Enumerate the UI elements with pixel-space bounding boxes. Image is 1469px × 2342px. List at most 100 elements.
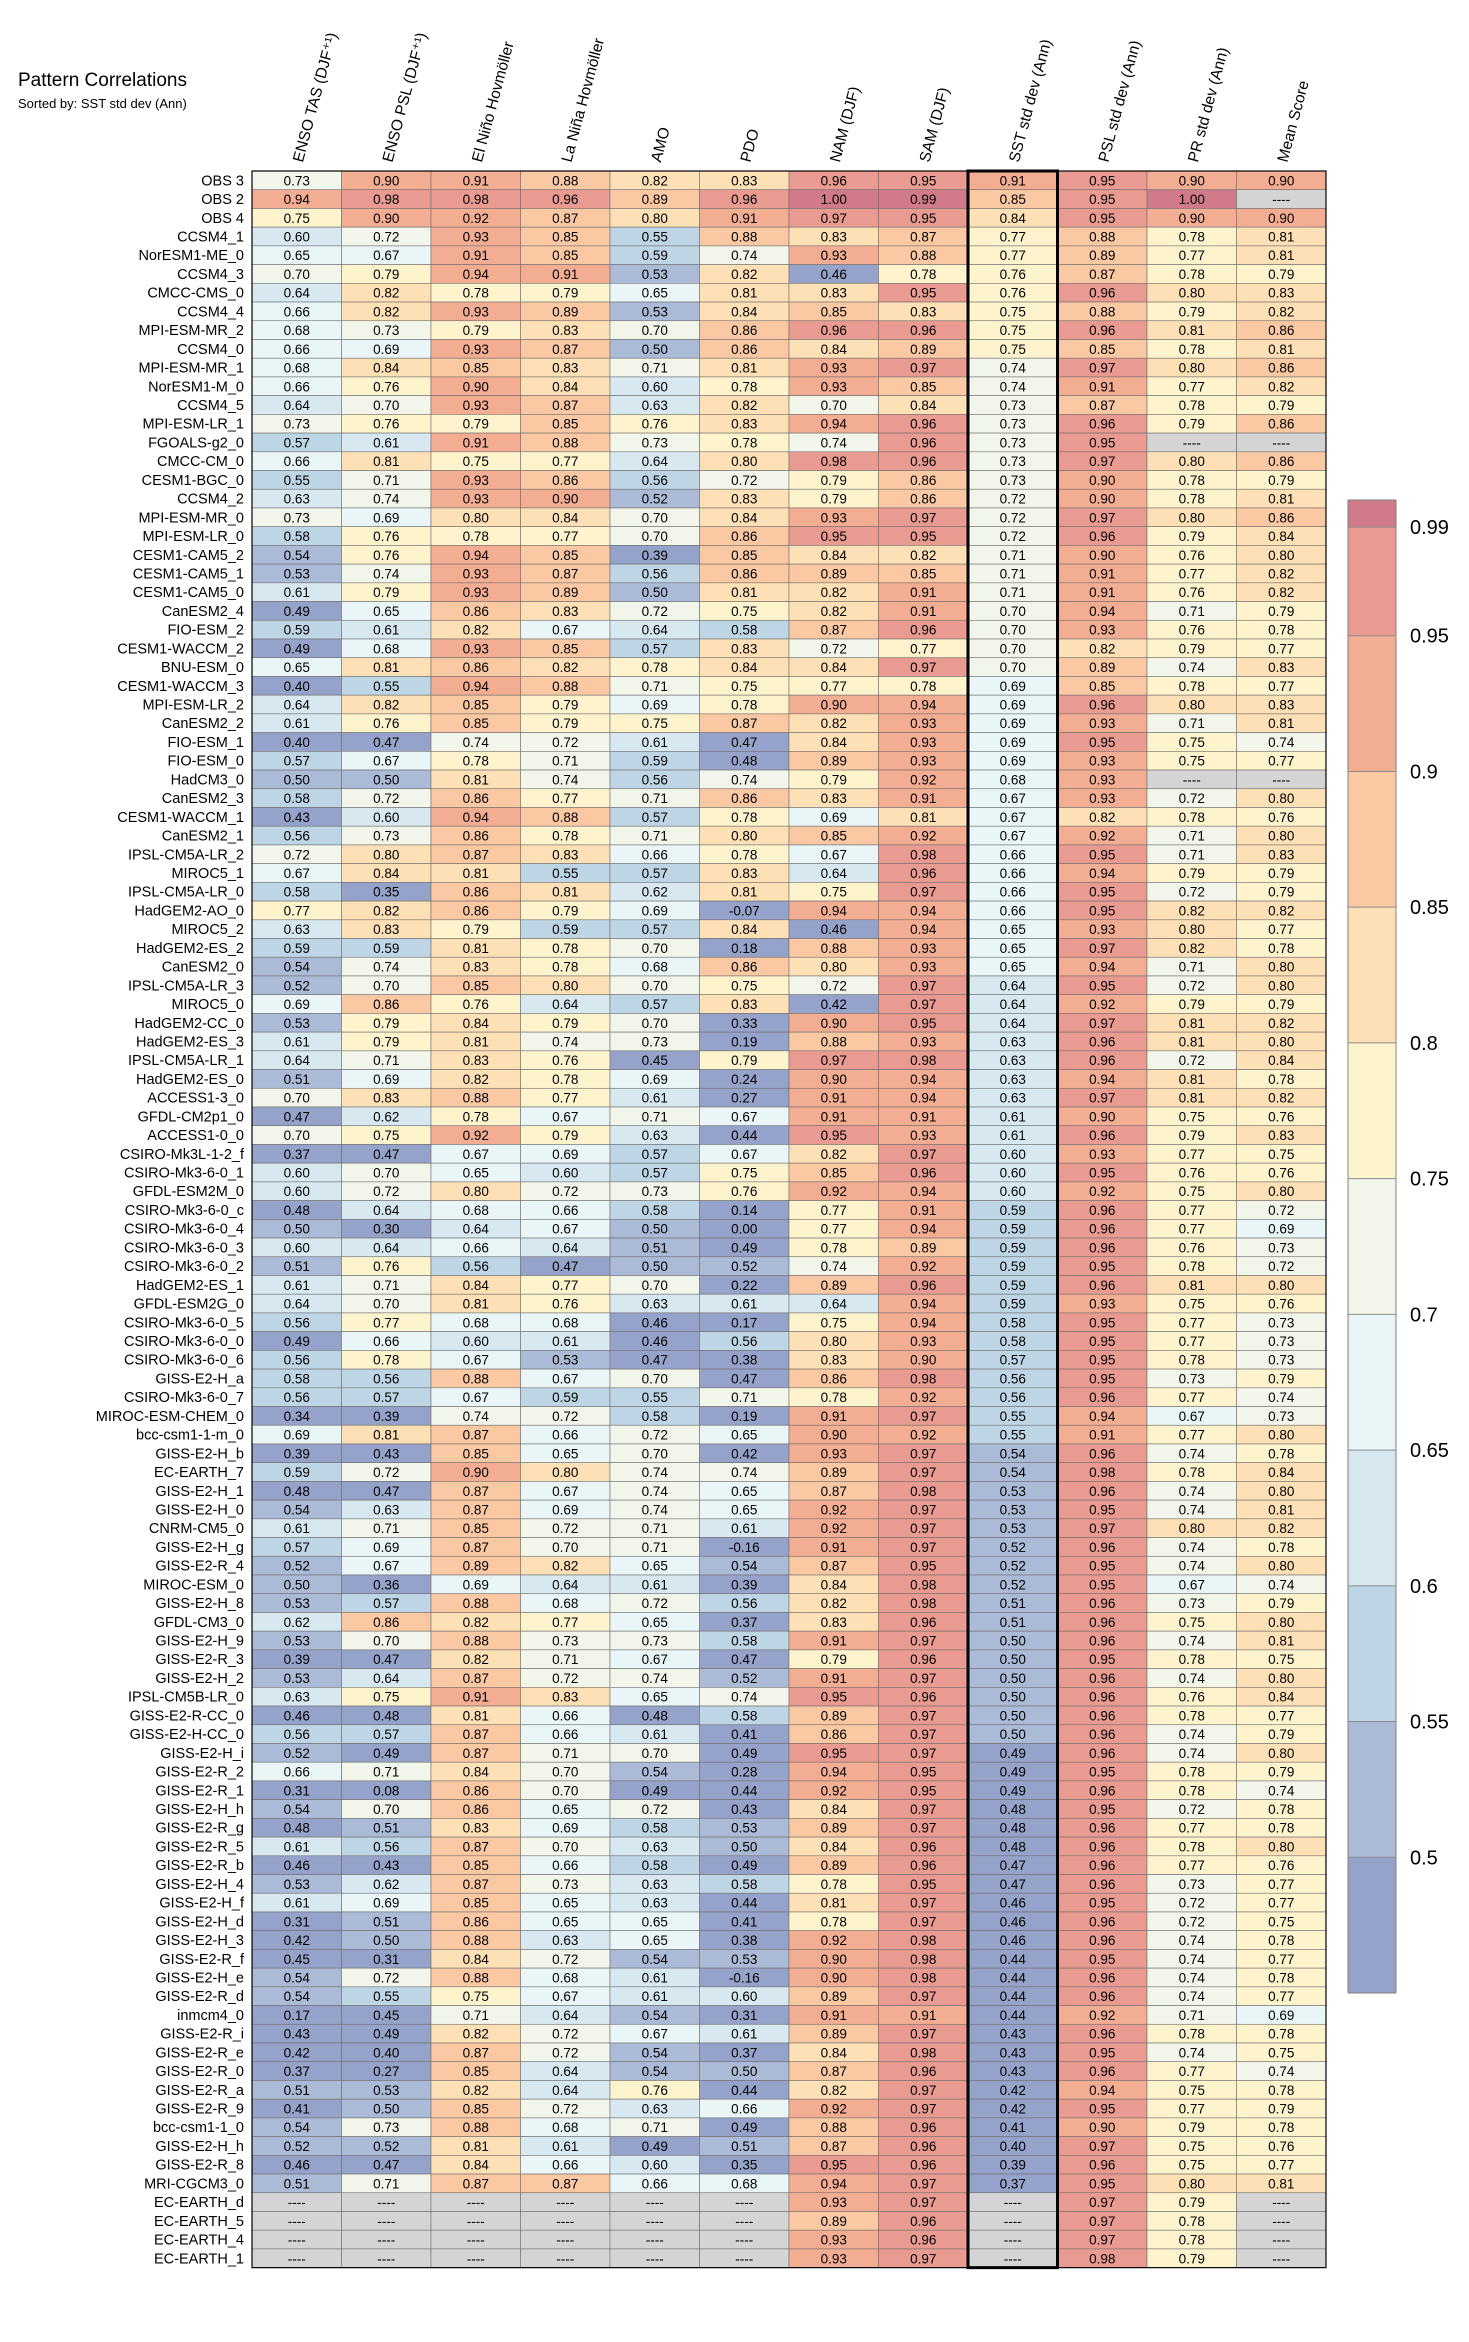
cell-value: 0.93 <box>910 1128 936 1143</box>
cell-value: 0.40 <box>284 679 310 694</box>
cell-value: 0.90 <box>821 1952 847 1967</box>
cell-value: 0.57 <box>642 641 668 656</box>
cell-value: 0.97 <box>910 2195 936 2210</box>
cell-value: 0.95 <box>1089 211 1115 226</box>
cell-value: 0.72 <box>373 230 399 245</box>
column-header: SST std dev (Ann) <box>1006 38 1055 164</box>
row-label: CMCC-CMS_0 <box>147 286 244 302</box>
cell-value: ---- <box>556 2195 574 2210</box>
cell-value: 0.78 <box>463 529 489 544</box>
cell-value: 0.50 <box>373 2102 399 2117</box>
cell-value: 0.65 <box>284 248 310 263</box>
cell-value: 0.78 <box>731 810 757 825</box>
cell-value: 0.95 <box>1089 435 1115 450</box>
cell-value: 0.74 <box>463 735 490 750</box>
cell-value: 0.63 <box>642 398 668 413</box>
cell-value: 0.80 <box>642 211 668 226</box>
cell-value: 0.71 <box>1000 585 1026 600</box>
cell-value: 0.78 <box>1268 2027 1294 2042</box>
cell-value: 0.47 <box>731 1652 757 1667</box>
cell-value: 0.96 <box>1089 1746 1115 1761</box>
cell-value: 0.77 <box>1179 1428 1205 1443</box>
cell-value: 0.94 <box>910 1297 937 1312</box>
cell-value: 0.95 <box>910 286 936 301</box>
cell-value: 0.89 <box>463 1559 489 1574</box>
cell-value: 0.71 <box>373 473 399 488</box>
cell-value: 0.90 <box>1268 211 1294 226</box>
cell-value: 0.59 <box>642 754 668 769</box>
row-label: GISS-E2-H_h <box>155 1802 244 1818</box>
cell-value: 0.75 <box>1000 304 1026 319</box>
cell-value: 0.89 <box>821 1858 847 1873</box>
cell-value: 0.78 <box>1179 1259 1205 1274</box>
cell-value: 0.40 <box>1000 2139 1026 2154</box>
cell-value: 0.64 <box>642 454 669 469</box>
cell-value: 0.96 <box>1089 1989 1115 2004</box>
cell-value: 0.72 <box>1000 510 1026 525</box>
cell-value: 0.91 <box>463 1690 489 1705</box>
cell-value: 0.91 <box>463 248 489 263</box>
cell-value: 0.83 <box>552 323 578 338</box>
cell-value: 0.85 <box>731 548 757 563</box>
cell-value: 0.49 <box>642 1783 668 1798</box>
cell-value: 0.50 <box>284 1222 310 1237</box>
cell-value: 0.58 <box>642 1821 668 1836</box>
row-label: GISS-E2-R_a <box>155 2083 245 2099</box>
cell-value: 0.97 <box>910 2102 936 2117</box>
row-label: IPSL-CM5A-LR_2 <box>128 847 244 863</box>
cell-value: 0.65 <box>284 660 310 675</box>
cell-value: 0.78 <box>910 267 936 282</box>
cell-value: 0.50 <box>373 772 399 787</box>
cell-value: 0.77 <box>1179 379 1205 394</box>
cell-value: 0.93 <box>821 510 847 525</box>
cell-value: 0.81 <box>1268 248 1294 263</box>
cell-value: 0.73 <box>1268 1334 1294 1349</box>
colorbar-segment <box>1348 635 1396 772</box>
cell-value: 0.94 <box>821 1765 848 1780</box>
row-label: GISS-E2-R_8 <box>155 2158 244 2174</box>
cell-value: 0.69 <box>642 1072 668 1087</box>
cell-value: 0.82 <box>1268 379 1294 394</box>
cell-value: 0.85 <box>910 379 936 394</box>
cell-value: 0.71 <box>1179 960 1205 975</box>
cell-value: 0.63 <box>1000 1091 1026 1106</box>
cell-value: 0.96 <box>910 2064 936 2079</box>
cell-value: 0.69 <box>552 1821 578 1836</box>
row-label: inmcm4_0 <box>177 2008 244 2024</box>
cell-value: 0.65 <box>731 1428 757 1443</box>
cell-value: 0.68 <box>373 641 399 656</box>
colorbar-tick-label: 0.85 <box>1410 897 1449 919</box>
cell-value: 0.96 <box>1089 1821 1115 1836</box>
cell-value: 0.68 <box>463 1315 489 1330</box>
cell-value: 0.72 <box>552 2045 578 2060</box>
cell-value: 0.45 <box>284 1952 310 1967</box>
cell-value: 0.69 <box>1000 679 1026 694</box>
cell-value: 0.61 <box>284 1278 310 1293</box>
cell-value: 0.87 <box>463 847 489 862</box>
cell-value: 0.53 <box>642 304 668 319</box>
cell-value: 0.61 <box>731 1297 757 1312</box>
cell-value: 0.97 <box>910 978 936 993</box>
cell-value: 0.82 <box>463 2083 489 2098</box>
cell-value: 0.76 <box>373 417 399 432</box>
cell-value: 0.78 <box>1179 679 1205 694</box>
cell-value: 0.84 <box>731 660 758 675</box>
cell-value: 0.60 <box>1000 1166 1026 1181</box>
row-label: CNRM-CM5_0 <box>149 1521 244 1537</box>
cell-value: 0.80 <box>1268 1746 1294 1761</box>
cell-value: 0.91 <box>821 1409 847 1424</box>
cell-value: 0.87 <box>463 2045 489 2060</box>
cell-value: 0.98 <box>910 1933 936 1948</box>
cell-value: 0.67 <box>373 1559 399 1574</box>
cell-value: 0.86 <box>910 492 936 507</box>
cell-value: 0.82 <box>1179 903 1205 918</box>
cell-value: 0.49 <box>1000 1783 1026 1798</box>
cell-value: 0.74 <box>642 1502 669 1517</box>
cell-value: 0.80 <box>463 510 489 525</box>
cell-value: 0.71 <box>1179 716 1205 731</box>
cell-value: 0.80 <box>731 454 757 469</box>
cell-value: 0.74 <box>1268 1783 1295 1798</box>
cell-value: 0.69 <box>284 997 310 1012</box>
colorbar-tick-label: 0.95 <box>1410 626 1449 648</box>
cell-value: 0.48 <box>642 1708 668 1723</box>
